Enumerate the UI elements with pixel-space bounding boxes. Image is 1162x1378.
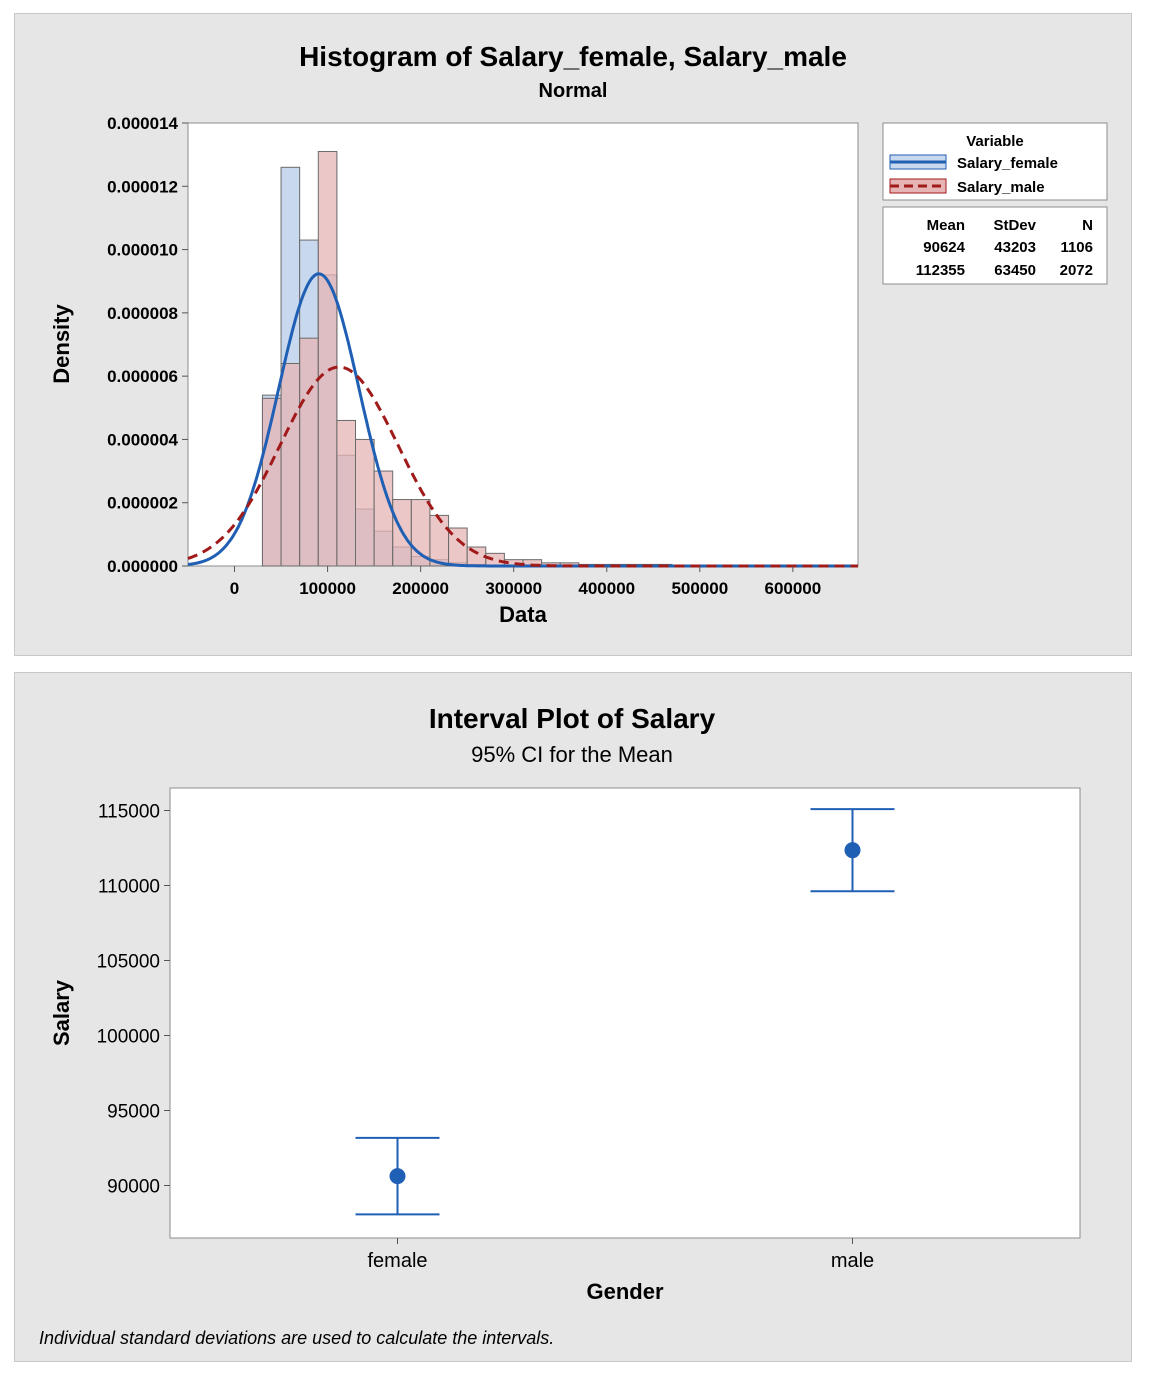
stats-male-n: 2072 — [1060, 262, 1093, 279]
histogram-y-tick-label: 0.000002 — [107, 494, 178, 513]
male-normal-curve — [187, 365, 858, 568]
stats-header-mean: Mean — [927, 217, 965, 234]
legend-item-female: Salary_female — [889, 154, 1058, 172]
stats-female-mean: 90624 — [923, 239, 965, 256]
histogram-title: Histogram of Salary_female, Salary_male — [299, 41, 847, 72]
histogram-subtitle: Normal — [539, 80, 608, 102]
male-histogram-bar — [299, 337, 319, 567]
interval-panel: Interval Plot of Salary 95% CI for the M… — [14, 672, 1132, 1362]
interval-y-tick-label: 105000 — [97, 952, 160, 973]
stats-male-stdev: 63450 — [994, 262, 1036, 279]
histogram-panel: Histogram of Salary_female, Salary_male … — [14, 13, 1132, 656]
male-histogram-bar — [355, 438, 375, 567]
histogram-x-tick-label: 0 — [230, 579, 239, 598]
interval-footnote: Individual standard deviations are used … — [39, 1328, 554, 1348]
histogram-y-tick-label: 0.000000 — [107, 557, 178, 576]
histogram-y-tick-label: 0.000004 — [107, 430, 178, 449]
interval-x-tick-label-female: female — [367, 1250, 427, 1272]
male-histogram-bar — [485, 552, 505, 567]
histogram-x-tick-label: 200000 — [392, 579, 449, 598]
histogram-x-tick-label: 300000 — [485, 579, 542, 598]
histogram-x-tick-label: 500000 — [671, 579, 728, 598]
stats-header-n: N — [1082, 217, 1093, 234]
histogram-y-tick-label: 0.000012 — [107, 177, 178, 196]
interval-y-tick-label: 110000 — [98, 877, 160, 898]
interval-x-axis-label: Gender — [586, 1279, 663, 1304]
interval-plot-area — [169, 787, 1081, 1239]
interval-x-tick-label-male: male — [831, 1250, 874, 1272]
interval-title: Interval Plot of Salary — [429, 703, 716, 734]
legend-item-male: Salary_male — [889, 178, 1045, 196]
stats-male-mean: 112355 — [916, 262, 965, 279]
stats-female-stdev: 43203 — [994, 239, 1036, 256]
stats-female-n: 1106 — [1060, 239, 1093, 256]
interval-chart: Interval Plot of Salary 95% CI for the M… — [39, 703, 1081, 1348]
stats-header-stdev: StDev — [993, 217, 1036, 234]
male-histogram-bar — [280, 362, 301, 567]
interval-subtitle: 95% CI for the Mean — [471, 742, 673, 767]
interval-y-axis-label: Salary — [49, 979, 74, 1046]
legend-label-female: Salary_female — [957, 155, 1058, 172]
histogram-y-axis-label: Density — [49, 304, 74, 384]
histogram-y-tick-label: 0.000006 — [107, 367, 178, 386]
male-histogram-bar — [429, 514, 450, 567]
male-histogram-bar — [336, 419, 356, 567]
interval-y-tick-label: 95000 — [107, 1102, 160, 1123]
mean-point-female — [389, 1168, 406, 1185]
histogram-y-tick-label: 0.000008 — [107, 304, 178, 323]
histogram-y-tick-label: 0.000010 — [107, 241, 178, 260]
male-histogram-bar — [410, 499, 431, 567]
histogram-x-tick-label: 600000 — [764, 579, 821, 598]
legend-title: Variable — [966, 133, 1024, 150]
histogram-x-tick-label: 400000 — [578, 579, 635, 598]
interval-y-tick-label: 90000 — [107, 1177, 160, 1198]
male-histogram-bar — [317, 150, 338, 567]
histogram-chart: Histogram of Salary_female, Salary_male … — [49, 41, 1108, 627]
legend-label-male: Salary_male — [957, 179, 1045, 196]
histogram-x-tick-label: 100000 — [299, 579, 356, 598]
histogram-y-tick-label: 0.000014 — [107, 114, 178, 133]
histogram-x-axis-label: Data — [499, 602, 547, 627]
interval-y-tick-label: 100000 — [97, 1027, 160, 1048]
mean-point-male — [844, 842, 861, 859]
stats-box — [882, 206, 1108, 285]
interval-y-tick-label: 115000 — [98, 802, 160, 823]
